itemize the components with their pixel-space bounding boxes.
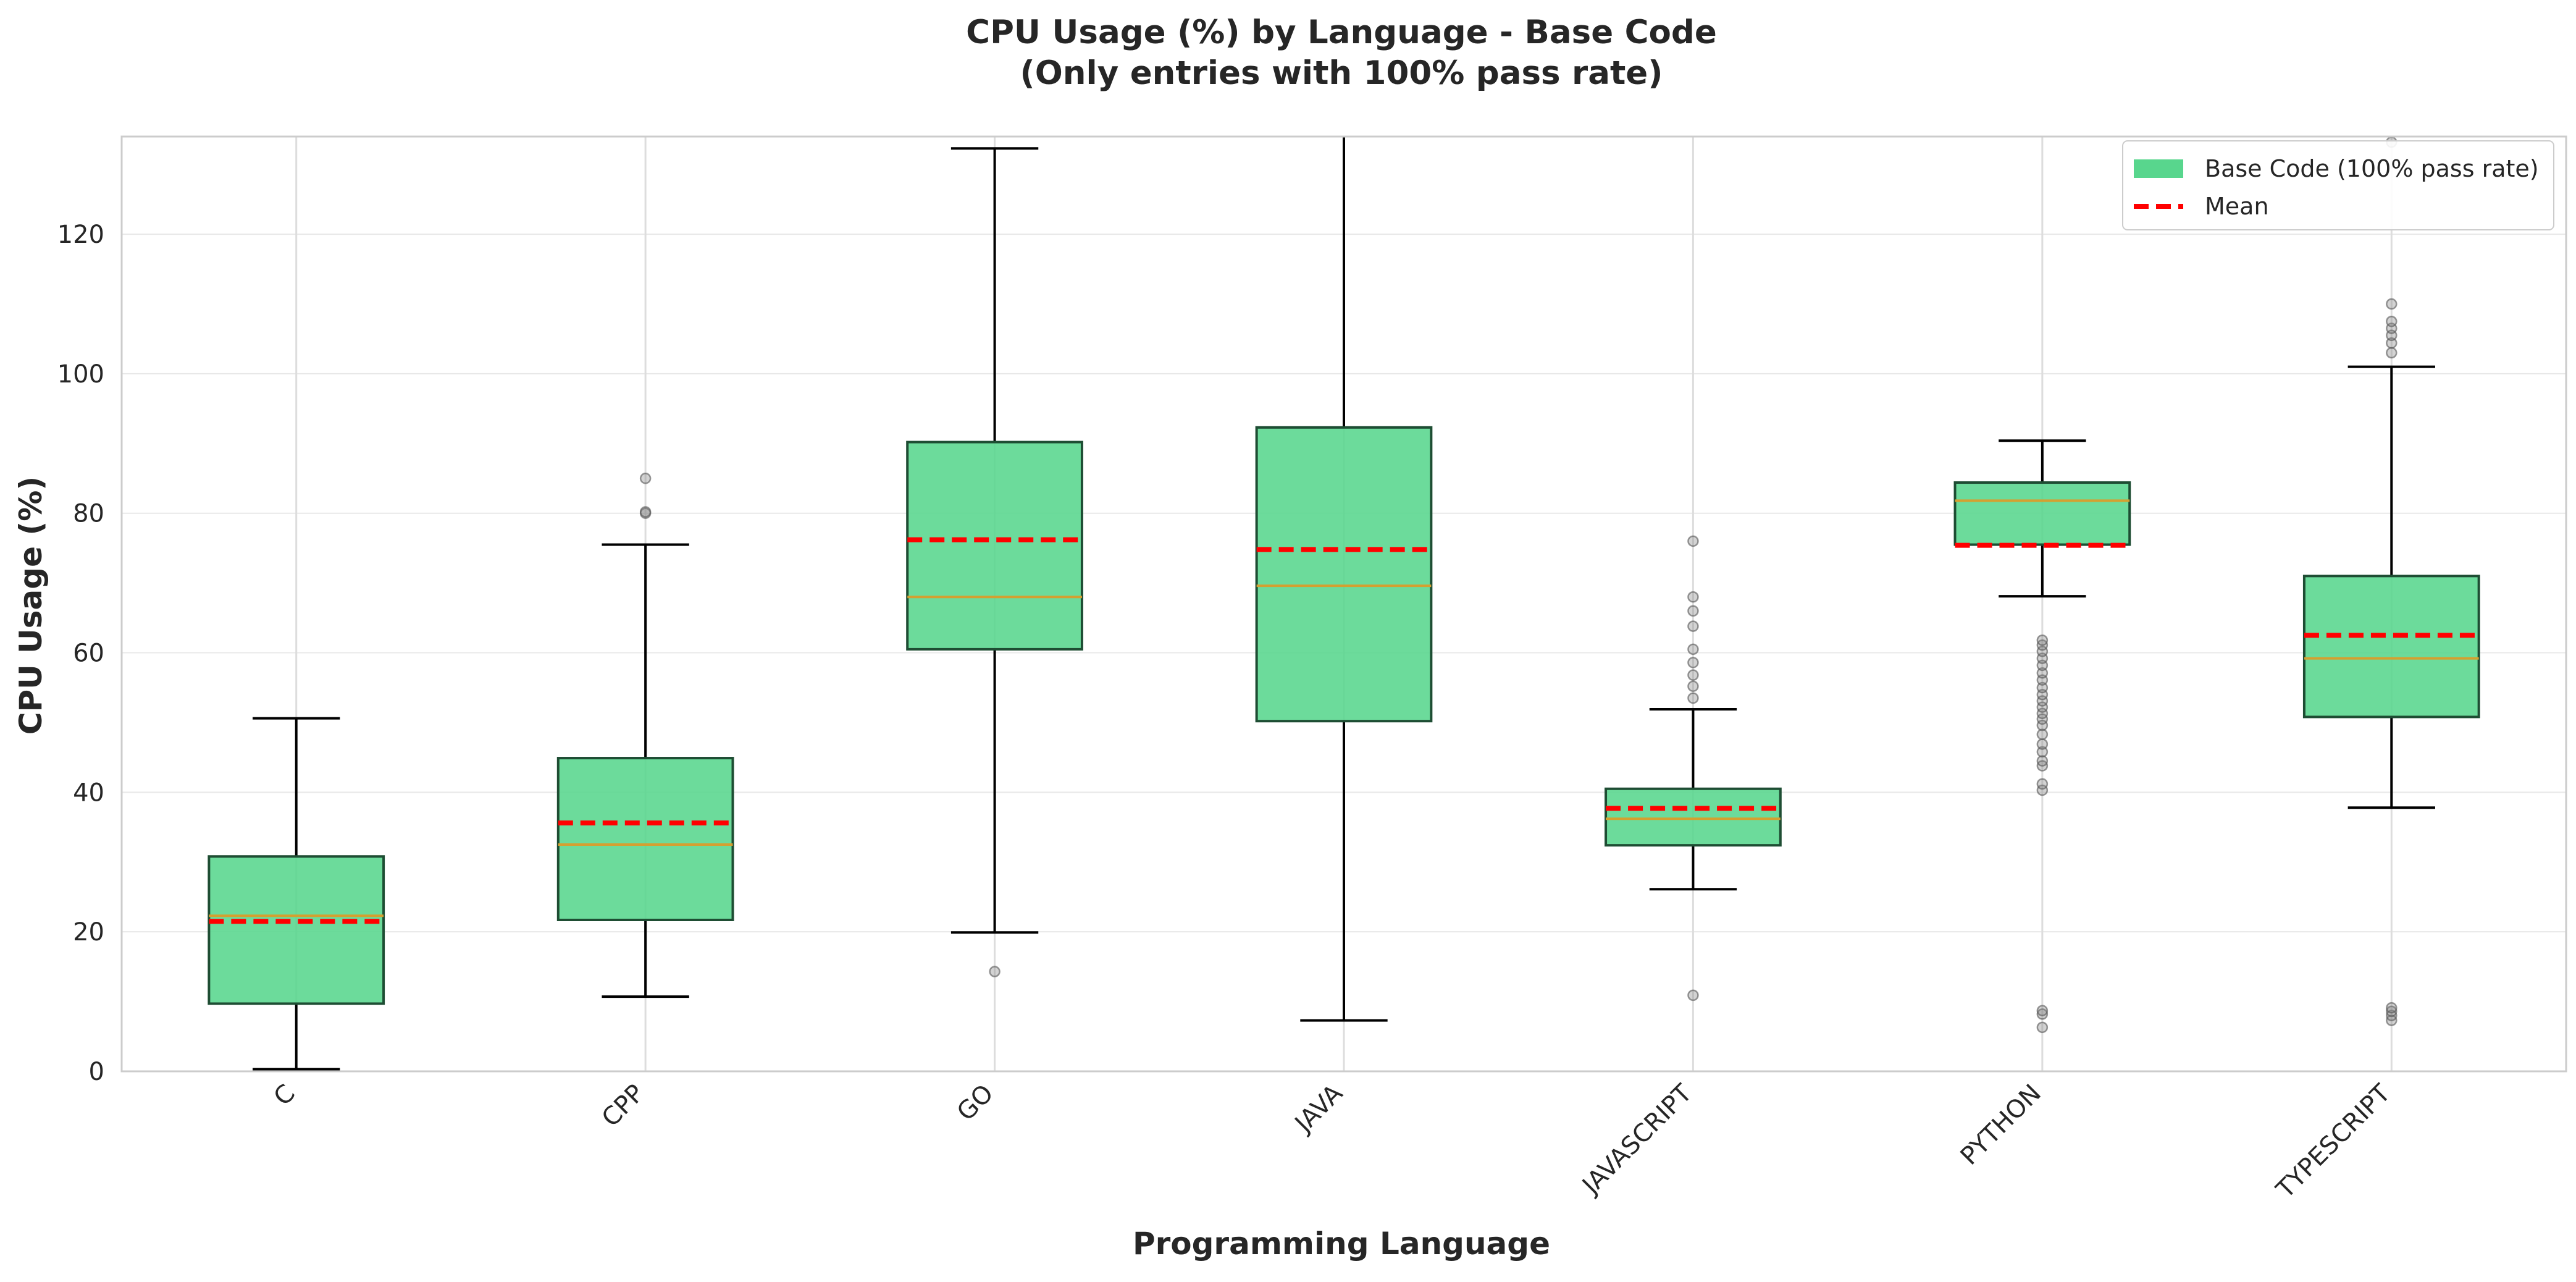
outlier-point: [2386, 1002, 2398, 1014]
outlier-point: [1687, 535, 1699, 547]
x-axis-ticks: C CPP GO JAVA JAVASCRIPT PYTHON TYPESCRIPT: [269, 1079, 2396, 1204]
outlier-point: [989, 966, 1001, 977]
box-c: [208, 717, 385, 1071]
x-tick-label: JAVA: [1288, 1079, 1348, 1139]
outlier-point: [2036, 738, 2049, 750]
x-tick-label: TYPESCRIPT: [2271, 1079, 2396, 1204]
outlier-point: [1687, 657, 1699, 668]
outlier-point: [1687, 591, 1699, 603]
iqr-box: [208, 855, 385, 1005]
outlier-point: [2386, 347, 2398, 359]
outlier-point: [1687, 643, 1699, 656]
outlier-point: [639, 473, 652, 484]
outlier-point: [2036, 755, 2049, 767]
iqr-box: [1953, 481, 2131, 546]
y-tick-label: 100: [57, 360, 104, 389]
axes-frame: [120, 135, 2567, 1073]
chart-title: CPU Usage (%) by Language - Base Code: [966, 14, 1717, 51]
outlier-point: [1687, 989, 1699, 1002]
legend: Base Code (100% pass rate) Mean: [2122, 140, 2554, 230]
iqr-box: [2302, 575, 2480, 719]
outlier-point: [1687, 669, 1699, 681]
outlier-point: [2036, 1005, 2049, 1017]
y-tick-label: 0: [89, 1058, 104, 1086]
outlier-point: [1687, 680, 1699, 692]
x-tick-label: PYTHON: [1955, 1079, 2047, 1171]
legend-label-mean: Mean: [2205, 193, 2269, 220]
legend-label-base-code: Base Code (100% pass rate): [2205, 155, 2539, 182]
outlier-point: [2386, 315, 2398, 327]
box-python: [1953, 439, 2131, 1034]
y-tick-label: 60: [73, 639, 104, 668]
outlier-point: [2036, 634, 2049, 646]
outlier-point: [2036, 778, 2049, 790]
outlier-point: [2386, 298, 2398, 310]
outlier-point: [1687, 692, 1699, 704]
y-tick-label: 40: [73, 778, 104, 807]
x-tick-label: JAVASCRIPT: [1576, 1079, 1698, 1200]
outlier-point: [2036, 1008, 2049, 1020]
y-tick-label: 20: [73, 918, 104, 947]
outlier-point: [2036, 746, 2049, 758]
outlier-point: [2386, 337, 2398, 349]
outlier-point: [1687, 605, 1699, 617]
iqr-box: [556, 757, 734, 921]
x-axis-label: Programming Language: [1133, 1226, 1550, 1262]
y-tick-label: 120: [57, 221, 104, 249]
iqr-box: [906, 441, 1083, 651]
outlier-point: [1687, 620, 1699, 632]
chart-subtitle: (Only entries with 100% pass rate): [1020, 54, 1663, 92]
outlier-point: [2036, 1021, 2049, 1034]
iqr-box: [1255, 426, 1433, 723]
plot-area: [208, 136, 2480, 1071]
x-tick-label: GO: [952, 1079, 999, 1127]
x-tick-label: CPP: [597, 1079, 650, 1132]
outlier-point: [2036, 681, 2049, 694]
x-tick-label: C: [269, 1079, 301, 1111]
y-tick-label: 80: [73, 500, 104, 528]
outlier-point: [639, 506, 652, 518]
y-axis-ticks: 0 20 40 60 80 100 120: [57, 221, 104, 1086]
iqr-box: [1605, 787, 1782, 847]
legend-frame: [2122, 140, 2554, 230]
y-axis-label: CPU Usage (%): [13, 476, 49, 735]
box-java: [1255, 137, 1433, 1022]
box-javascript: [1605, 535, 1782, 1002]
outlier-point: [2036, 667, 2049, 679]
outlier-point: [2386, 1005, 2398, 1018]
legend-box-swatch: [2134, 159, 2183, 178]
box-go: [906, 147, 1083, 977]
box-cpp: [556, 473, 734, 998]
box-typescript: [2302, 136, 2480, 1026]
outlier-point: [2036, 728, 2049, 740]
